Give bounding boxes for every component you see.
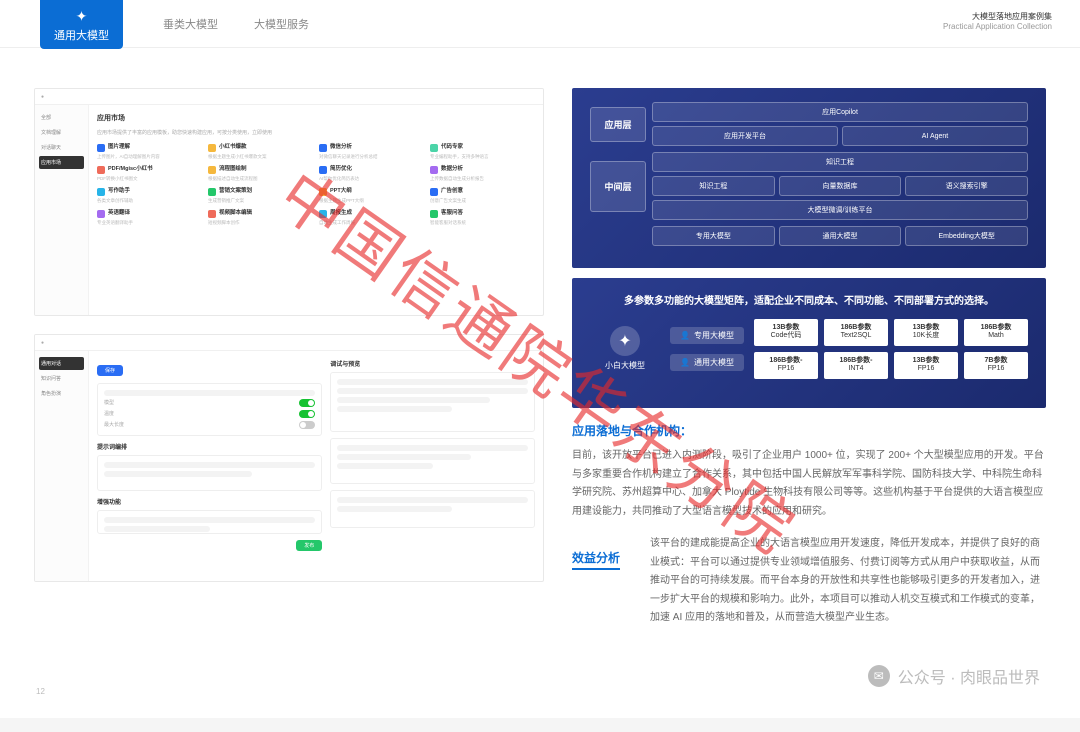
page-number: 12 (36, 687, 45, 696)
panel-debug: 调试与预览 (330, 359, 535, 368)
section-partners-body: 目前，该开放平台已进入内测阶段，吸引了企业用户 1000+ 位，实现了 200+… (572, 447, 1046, 521)
panel-prompt: 提示词编排 (97, 442, 322, 451)
publish-button[interactable]: 发布 (296, 540, 322, 551)
section-benefits-title: 效益分析 (572, 549, 620, 570)
panel-enhance: 增强功能 (97, 497, 322, 506)
wechat-footer: ✉ 公众号 · 肉眼品世界 (868, 664, 1040, 688)
screenshot-app-marketplace: ● 全部 文档理解 对话聊天 应用市场 应用市场 应用市场提供了丰富的应用模板，… (34, 88, 544, 316)
mock1-title: 应用市场 (97, 113, 535, 123)
tab-label: 通用大模型 (54, 27, 109, 43)
sparkle-icon: ✦ (76, 8, 88, 25)
screenshot-app-builder: ● 通用对话 知识问答 角色扮演 保存 模型 温度 (34, 334, 544, 582)
save-button[interactable]: 保存 (97, 365, 123, 376)
tab-general-model[interactable]: ✦ 通用大模型 (40, 0, 123, 49)
mock2-sidebar: 通用对话 知识问答 角色扮演 (35, 351, 89, 581)
architecture-diagram: 应用层 应用Copilot 应用开发平台 AI Agent 中间层 知识工程 (572, 88, 1046, 268)
top-tabs: ✦ 通用大模型 垂类大模型 大模型服务 大模型落地应用案例集 Practical… (0, 0, 1080, 48)
tab-model-service[interactable]: 大模型服务 (236, 0, 327, 32)
header-right-title: 大模型落地应用案例集 Practical Application Collect… (943, 12, 1052, 33)
tab-vertical-model[interactable]: 垂类大模型 (145, 0, 236, 32)
section-partners-title: 应用落地与合作机构： (572, 422, 1046, 439)
mock1-sidebar: 全部 文档理解 对话聊天 应用市场 (35, 105, 89, 315)
wechat-icon: ✉ (868, 665, 890, 687)
section-benefits-body: 该平台的建成能提高企业的大语言模型应用开发速度，降低开发成本，并提供了良好的商业… (650, 535, 1046, 628)
model-matrix-diagram: 多参数多功能的大模型矩阵，适配企业不同成本、不同功能、不同部署方式的选择。 ✦ … (572, 278, 1046, 408)
